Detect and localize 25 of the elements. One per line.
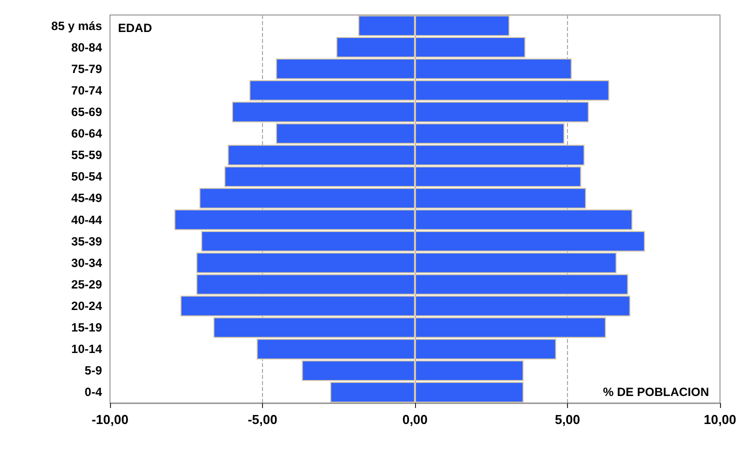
y-tick-label: 85 y más — [51, 18, 102, 33]
y-tick-label: 15-19 — [71, 320, 102, 335]
y-tick-label: 45-49 — [71, 191, 102, 206]
y-tick-label: 5-9 — [84, 364, 102, 378]
y-tick-label: 40-44 — [71, 212, 102, 227]
y-tick-label: 55-59 — [71, 148, 102, 162]
x-tick-label: -5,00 — [248, 412, 278, 427]
y-tick-label: 35-39 — [71, 234, 102, 248]
y-tick-label: 0-4 — [84, 385, 102, 400]
y-tick-label: 25-29 — [71, 277, 102, 292]
y-tick-label: 10-14 — [71, 342, 102, 356]
y-tick-label: 75-79 — [71, 62, 102, 76]
y-tick-label: 30-34 — [71, 256, 102, 270]
annotation: EDAD — [118, 21, 152, 35]
x-tick-label: -10,00 — [92, 412, 128, 427]
y-tick-label: 80-84 — [71, 40, 102, 54]
y-tick-label: 60-64 — [71, 126, 102, 141]
x-tick-label: 0,00 — [402, 412, 428, 427]
x-tick-label: 5,00 — [554, 412, 580, 427]
y-tick-label: 70-74 — [71, 83, 102, 98]
annotation: % DE POBLACION — [602, 385, 710, 399]
y-tick-label: 65-69 — [71, 105, 102, 119]
x-tick-label: 10,00 — [704, 412, 736, 427]
y-tick-label: 20-24 — [71, 299, 102, 313]
y-tick-label: 50-54 — [71, 170, 102, 184]
